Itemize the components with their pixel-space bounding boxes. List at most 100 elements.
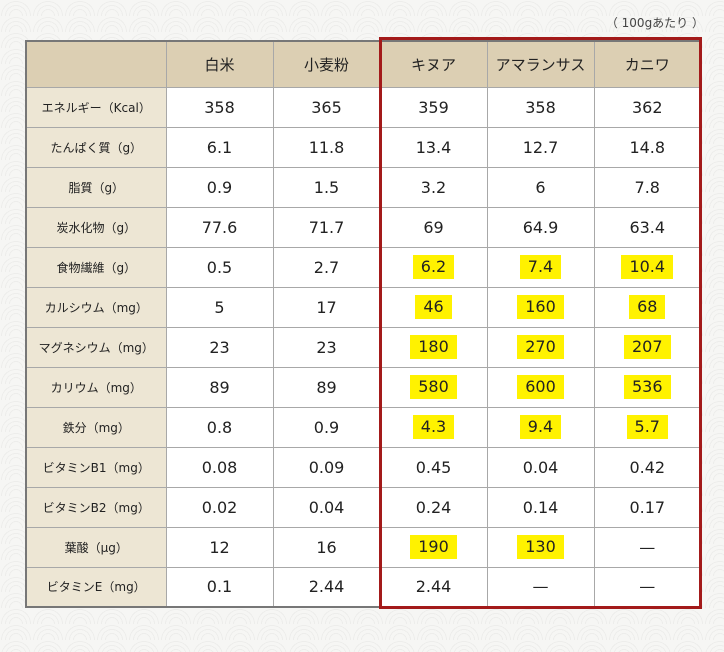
table-cell: 359 (379, 86, 488, 128)
cell-value: 12.7 (522, 137, 559, 157)
table-cell: — (486, 566, 595, 608)
cell-value: 71.7 (308, 217, 345, 237)
cell-value: 7.8 (634, 177, 660, 197)
table-row: 食物繊維（g） 0.5 2.7 6.2 7.4 10.4 (25, 246, 702, 288)
cell-value: 0.17 (629, 497, 666, 517)
row-label: 炭水化物（g） (25, 206, 167, 248)
row-label: たんぱく質（g） (25, 126, 167, 168)
highlighted-value: 7.4 (519, 255, 562, 279)
row-label: ビタミンB1（mg） (25, 446, 167, 488)
cell-value: 3.2 (420, 177, 447, 197)
table-cell: 358 (486, 86, 595, 128)
table-cell: 63.4 (593, 206, 702, 248)
cell-value: 6.1 (206, 137, 233, 157)
table-cell: 6.2 (379, 246, 488, 288)
highlighted-value: 160 (517, 295, 564, 319)
cell-value: 89 (209, 377, 230, 397)
cell-value: 17 (316, 297, 337, 317)
table-cell: 68 (593, 286, 702, 328)
cell-value: 0.04 (522, 457, 559, 477)
cell-value: 2.44 (308, 577, 345, 597)
table-cell: 0.17 (593, 486, 702, 528)
table-cell: 270 (486, 326, 595, 368)
row-label: エネルギー（Kcal） (25, 86, 167, 128)
table-cell: 9.4 (486, 406, 595, 448)
highlighted-value: 5.7 (626, 415, 668, 439)
row-label: 鉄分（mg） (25, 406, 167, 448)
highlighted-value: 130 (517, 535, 564, 559)
cell-value: 6 (535, 177, 546, 197)
row-label: 葉酸（μg） (25, 526, 167, 568)
table-cell: 580 (379, 366, 488, 408)
cell-value: 0.08 (201, 457, 238, 477)
table-cell: 46 (379, 286, 488, 328)
table-cell: 16 (272, 526, 381, 568)
table-cell: 2.7 (272, 246, 381, 288)
cell-value: 362 (631, 97, 663, 117)
header-row: 白米 小麦粉 キヌア アマランサス カニワ (25, 40, 702, 88)
cell-value: 1.5 (313, 177, 340, 197)
table-cell: 13.4 (379, 126, 488, 168)
table-cell: 14.8 (593, 126, 702, 168)
table-cell: 77.6 (165, 206, 274, 248)
cell-value: 0.9 (313, 417, 340, 437)
cell-value: 0.45 (415, 457, 452, 477)
table-cell: 358 (165, 86, 274, 128)
column-header: 白米 (165, 40, 274, 88)
table-cell: 0.02 (165, 486, 274, 528)
table-cell: 0.9 (165, 166, 274, 208)
cell-value: 0.1 (206, 577, 233, 597)
cell-value: 11.8 (308, 137, 345, 157)
table-cell: 600 (486, 366, 595, 408)
cell-value: — (639, 577, 656, 597)
cell-value: 23 (209, 337, 230, 357)
table-cell: 17 (272, 286, 381, 328)
table-row: 脂質（g） 0.9 1.5 3.2 6 7.8 (25, 166, 702, 208)
table-cell: 12 (165, 526, 274, 568)
highlighted-value: 4.3 (412, 415, 455, 439)
table-cell: 0.04 (486, 446, 595, 488)
row-label: カリウム（mg） (25, 366, 167, 408)
cell-value: 14.8 (629, 137, 666, 157)
table-cell: 23 (272, 326, 381, 368)
cell-value: 5 (214, 297, 225, 317)
table-cell: 6.1 (165, 126, 274, 168)
highlighted-value: 580 (410, 375, 457, 399)
table-row: ビタミンB2（mg） 0.02 0.04 0.24 0.14 0.17 (25, 486, 702, 528)
table-cell: 23 (165, 326, 274, 368)
column-header: キヌア (379, 40, 488, 88)
cell-value: 0.9 (206, 177, 233, 197)
table-cell: 5.7 (593, 406, 702, 448)
nutrition-table-container: 白米 小麦粉 キヌア アマランサス カニワ エネルギー（Kcal） 358 365 3… (25, 37, 702, 609)
highlighted-value: 600 (517, 375, 564, 399)
nutrition-table: 白米 小麦粉 キヌア アマランサス カニワ エネルギー（Kcal） 358 365 3… (25, 40, 702, 608)
table-cell: 0.45 (379, 446, 488, 488)
table-cell: 69 (379, 206, 488, 248)
highlighted-value: 9.4 (519, 415, 562, 439)
table-cell: 0.9 (272, 406, 381, 448)
cell-value: 0.04 (308, 497, 345, 517)
row-label: ビタミンE（mg） (25, 566, 167, 608)
header-corner-cell (25, 40, 167, 88)
cell-value: 16 (316, 537, 337, 557)
table-row: ビタミンB1（mg） 0.08 0.09 0.45 0.04 0.42 (25, 446, 702, 488)
table-cell: 362 (593, 86, 702, 128)
table-cell: 365 (272, 86, 381, 128)
column-header: カニワ (593, 40, 702, 88)
cell-value: 0.24 (415, 497, 452, 517)
table-cell: 180 (379, 326, 488, 368)
highlighted-value: 6.2 (412, 255, 455, 279)
highlighted-value: 10.4 (621, 255, 674, 279)
cell-value: 89 (316, 377, 337, 397)
highlighted-value: 190 (410, 535, 457, 559)
cell-value: — (532, 577, 549, 597)
highlighted-value: 536 (623, 375, 671, 399)
table-row: 鉄分（mg） 0.8 0.9 4.3 9.4 5.7 (25, 406, 702, 448)
table-cell: 0.04 (272, 486, 381, 528)
highlighted-value: 180 (410, 335, 457, 359)
table-cell: 0.14 (486, 486, 595, 528)
column-header: アマランサス (486, 40, 595, 88)
table-row: 炭水化物（g） 77.6 71.7 69 64.9 63.4 (25, 206, 702, 248)
highlighted-value: 207 (623, 335, 671, 359)
row-label: マグネシウム（mg） (25, 326, 167, 368)
